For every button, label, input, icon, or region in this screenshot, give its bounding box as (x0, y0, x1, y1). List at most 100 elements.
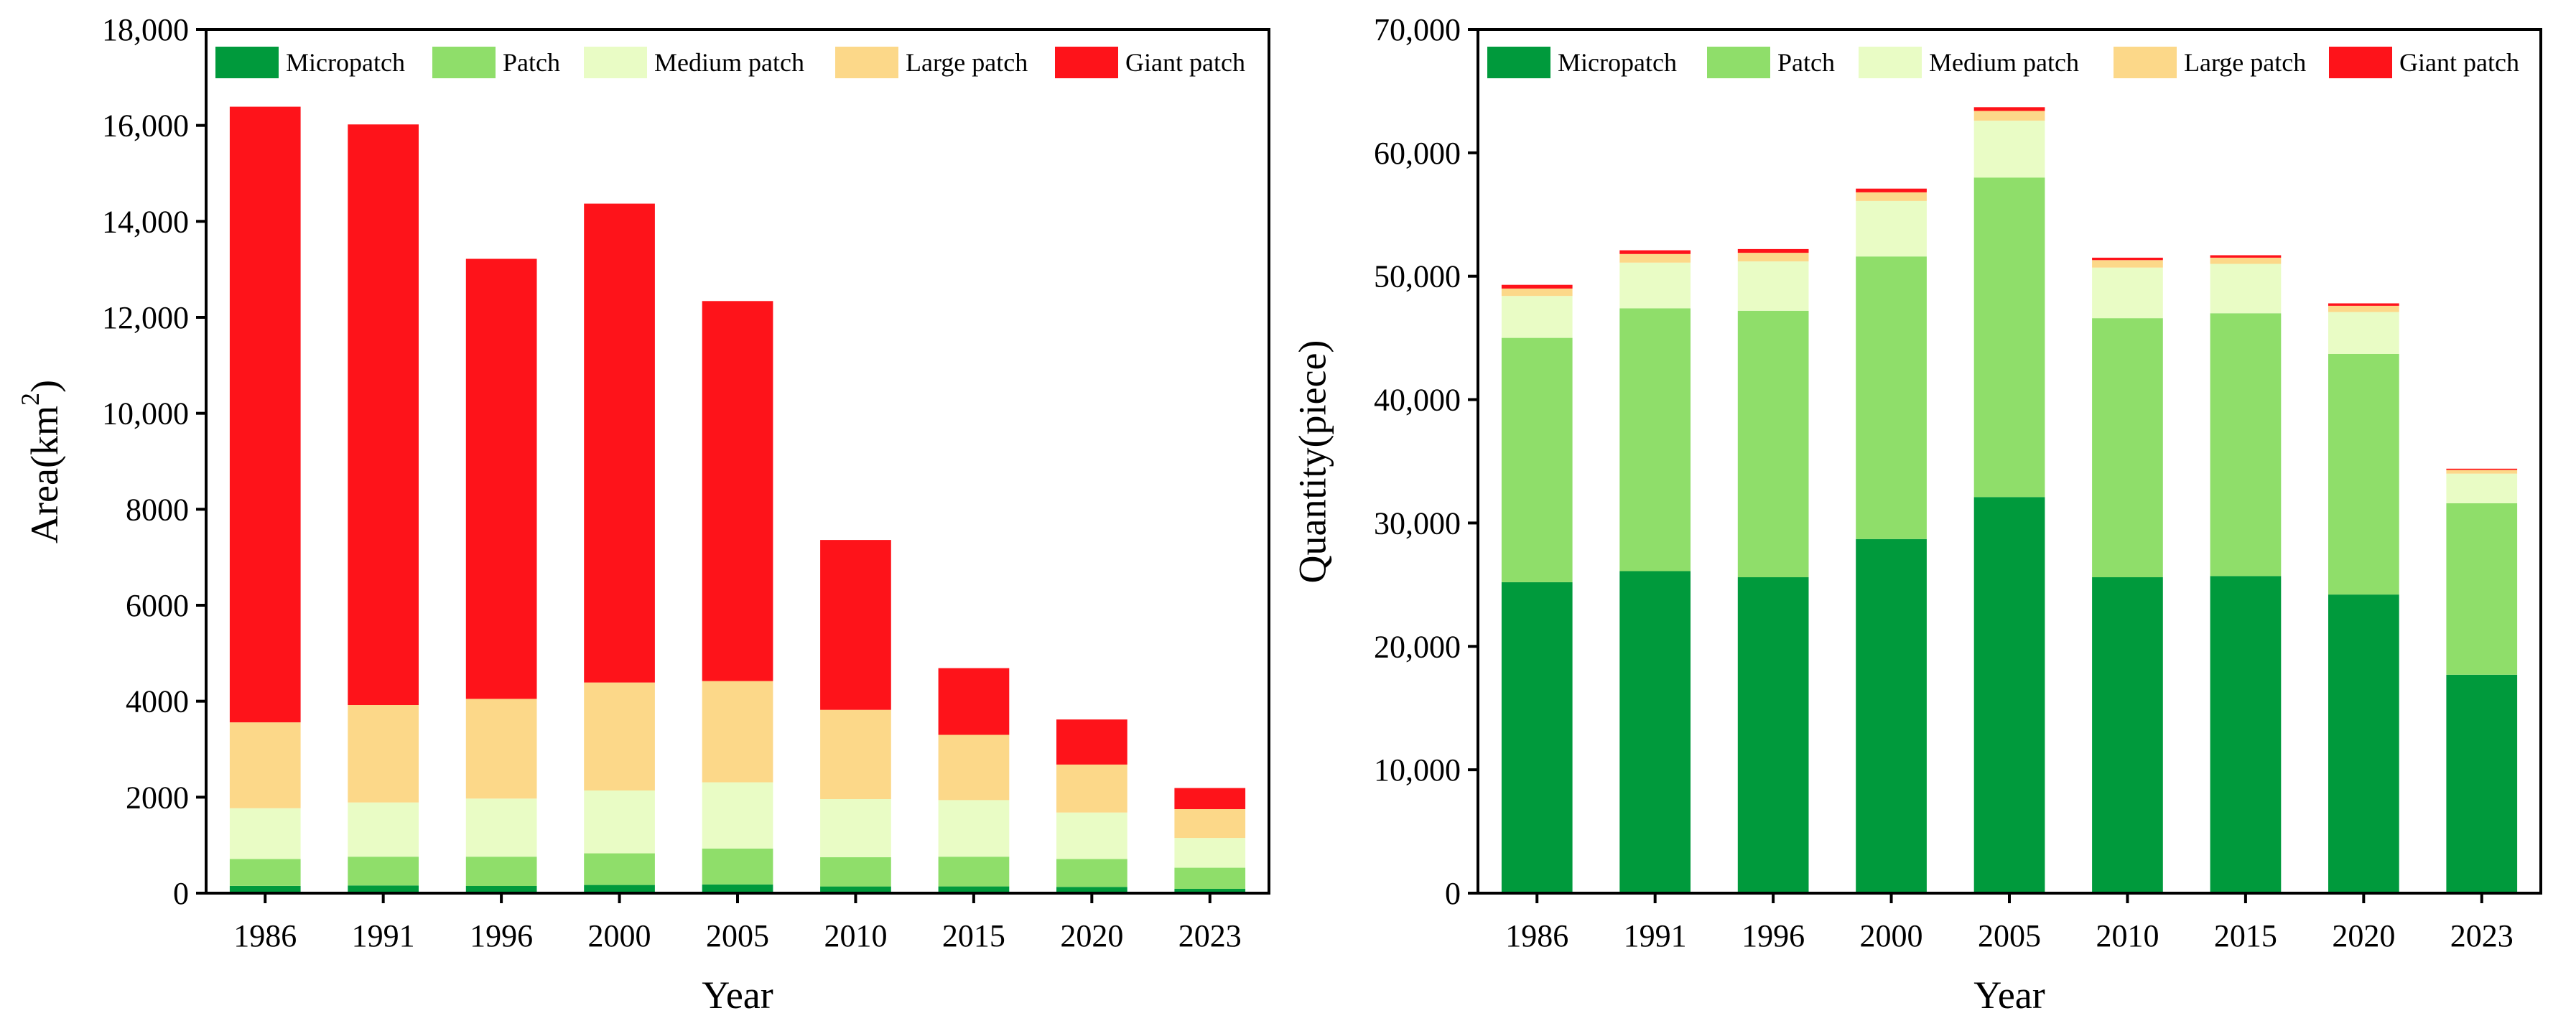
area-bar-1991-medium-patch (348, 802, 419, 857)
area-bar-2020-patch (1056, 859, 1127, 887)
quantity-bar-2023-large-patch (2446, 470, 2518, 474)
quantity-bar-1986-medium-patch (1501, 296, 1573, 338)
area-legend-label-giant-patch: Giant patch (1125, 48, 1245, 77)
quantity-legend-swatch-patch (1707, 47, 1770, 78)
quantity-bar-1991-giant-patch (1619, 250, 1691, 254)
quantity-bar-1991-micropatch (1619, 571, 1691, 893)
area-bar-2020-giant-patch (1056, 719, 1127, 765)
area-bar-1996-medium-patch (465, 798, 537, 857)
area-legend-swatch-patch (432, 47, 496, 78)
area-legend-swatch-large-patch (835, 47, 898, 78)
quantity-x-axis-title: Year (1973, 974, 2045, 1017)
quantity-bar-2010-patch (2092, 318, 2163, 577)
area-x-tick-label-2023: 2023 (1178, 918, 1242, 953)
quantity-plot-frame (1477, 28, 2542, 895)
area-x-tick-label-2015: 2015 (942, 918, 1005, 953)
area-legend-swatch-micropatch (215, 47, 279, 78)
quantity-bar-2020-patch (2328, 354, 2399, 595)
area-bar-1996-micropatch (465, 886, 537, 893)
area-y-tick-label: 6000 (126, 588, 189, 623)
quantity-bar-1986-giant-patch (1501, 284, 1573, 289)
quantity-bar-2015-patch (2210, 313, 2282, 577)
quantity-bar-1996-large-patch (1737, 253, 1809, 262)
area-bar-2023-large-patch (1174, 809, 1246, 839)
quantity-bar-2000-patch (1856, 256, 1927, 539)
area-bar-2010-medium-patch (820, 799, 891, 857)
area-bar-2000-medium-patch (584, 790, 655, 854)
quantity-legend-swatch-giant-patch (2329, 47, 2392, 78)
area-bar-2015-micropatch (938, 886, 1010, 893)
quantity-bar-2005-giant-patch (1973, 107, 2045, 111)
area-bar-2000-micropatch (584, 885, 655, 893)
area-bar-2005-patch (702, 848, 773, 885)
area-legend-swatch-giant-patch (1055, 47, 1118, 78)
quantity-bar-2005-micropatch (1973, 497, 2045, 893)
area-x-tick-label-1996: 1996 (470, 918, 533, 953)
quantity-bar-2023-giant-patch (2446, 468, 2518, 470)
area-bar-1991-micropatch (348, 885, 419, 893)
area-bar-2015-giant-patch (938, 668, 1010, 735)
quantity-bar-1991-medium-patch (1619, 262, 1691, 309)
quantity-bars (1501, 107, 2518, 893)
quantity-bar-2005-patch (1973, 177, 2045, 498)
area-legend-label-micropatch: Micropatch (286, 48, 405, 77)
quantity-legend-label-medium-patch: Medium patch (1929, 48, 2079, 77)
quantity-x-tick-label-2023: 2023 (2450, 918, 2514, 953)
quantity-legend: Micropatch Patch Medium patch Large patch Gi… (1487, 47, 2519, 78)
quantity-y-tick-label: 50,000 (1374, 259, 1461, 294)
area-y-ticks: 0 2000 4000 6000 8000 10,000 12,000 14,000 16,00… (102, 12, 206, 911)
quantity-legend-label-giant-patch: Giant patch (2399, 48, 2519, 77)
area-bar-2005-giant-patch (702, 301, 773, 681)
area-bar-1986-large-patch (229, 722, 301, 808)
quantity-x-tick-label-1996: 1996 (1742, 918, 1805, 953)
quantity-y-tick-label: 10,000 (1374, 752, 1461, 788)
area-y-tick-label: 16,000 (102, 108, 189, 144)
quantity-x-tick-label-2015: 2015 (2214, 918, 2277, 953)
quantity-y-tick-label: 70,000 (1374, 12, 1461, 47)
quantity-bar-2020-medium-patch (2328, 312, 2399, 354)
area-bar-2000-giant-patch (584, 203, 655, 683)
quantity-legend-label-micropatch: Micropatch (1558, 48, 1677, 77)
area-y-axis-title-superscript: 2 (16, 393, 45, 406)
area-y-axis-title-main: Area(km (23, 406, 66, 544)
quantity-bar-2005-medium-patch (1973, 121, 2045, 178)
area-y-axis-title-close: ) (23, 380, 66, 393)
quantity-bar-2010-giant-patch (2092, 257, 2163, 261)
quantity-x-tick-label-1991: 1991 (1624, 918, 1687, 953)
area-bar-2005-medium-patch (702, 782, 773, 849)
area-x-ticks: 1986 1991 1996 2000 2005 2010 2015 2020 2023 (233, 893, 1242, 953)
quantity-bar-2023-patch (2446, 503, 2518, 675)
area-bar-2023-patch (1174, 867, 1246, 889)
quantity-legend-swatch-large-patch (2114, 47, 2177, 78)
area-bar-1996-large-patch (465, 699, 537, 799)
area-bar-2010-large-patch (820, 709, 891, 799)
area-bar-2005-large-patch (702, 681, 773, 783)
quantity-bar-2000-large-patch (1856, 192, 1927, 201)
quantity-bar-2015-large-patch (2210, 257, 2282, 264)
area-legend-swatch-medium-patch (584, 47, 647, 78)
area-bar-2020-micropatch (1056, 887, 1127, 893)
quantity-y-axis-title: Quantity(piece) (1291, 340, 1334, 584)
area-bar-2000-patch (584, 853, 655, 885)
quantity-x-ticks: 1986 1991 1996 2000 2005 2010 2015 2020 2023 (1505, 893, 2514, 953)
quantity-legend-swatch-micropatch (1487, 47, 1550, 78)
quantity-y-ticks: 0 10,000 20,000 30,000 40,000 50,000 60,000 70,… (1374, 12, 1478, 911)
area-bar-2023-micropatch (1174, 889, 1246, 893)
quantity-bar-1986-large-patch (1501, 288, 1573, 297)
area-legend-label-medium-patch: Medium patch (654, 48, 804, 77)
quantity-y-tick-label: 40,000 (1374, 383, 1461, 418)
quantity-x-tick-label-2005: 2005 (1978, 918, 2041, 953)
area-bar-2023-giant-patch (1174, 788, 1246, 809)
quantity-bar-2020-giant-patch (2328, 303, 2399, 306)
area-y-tick-label: 14,000 (102, 204, 189, 239)
area-y-tick-label: 2000 (126, 780, 189, 815)
area-y-tick-label: 10,000 (102, 396, 189, 431)
area-chart: 0 2000 4000 6000 8000 10,000 12,000 14,000 16,00… (16, 12, 1270, 1017)
area-x-tick-label-2010: 2010 (824, 918, 887, 953)
quantity-legend-label-patch: Patch (1777, 48, 1835, 77)
quantity-bar-1996-medium-patch (1737, 261, 1809, 311)
area-bar-2023-medium-patch (1174, 838, 1246, 868)
area-bar-1991-giant-patch (348, 124, 419, 706)
quantity-legend-label-large-patch: Large patch (2184, 48, 2306, 77)
area-y-tick-label: 12,000 (102, 300, 189, 335)
